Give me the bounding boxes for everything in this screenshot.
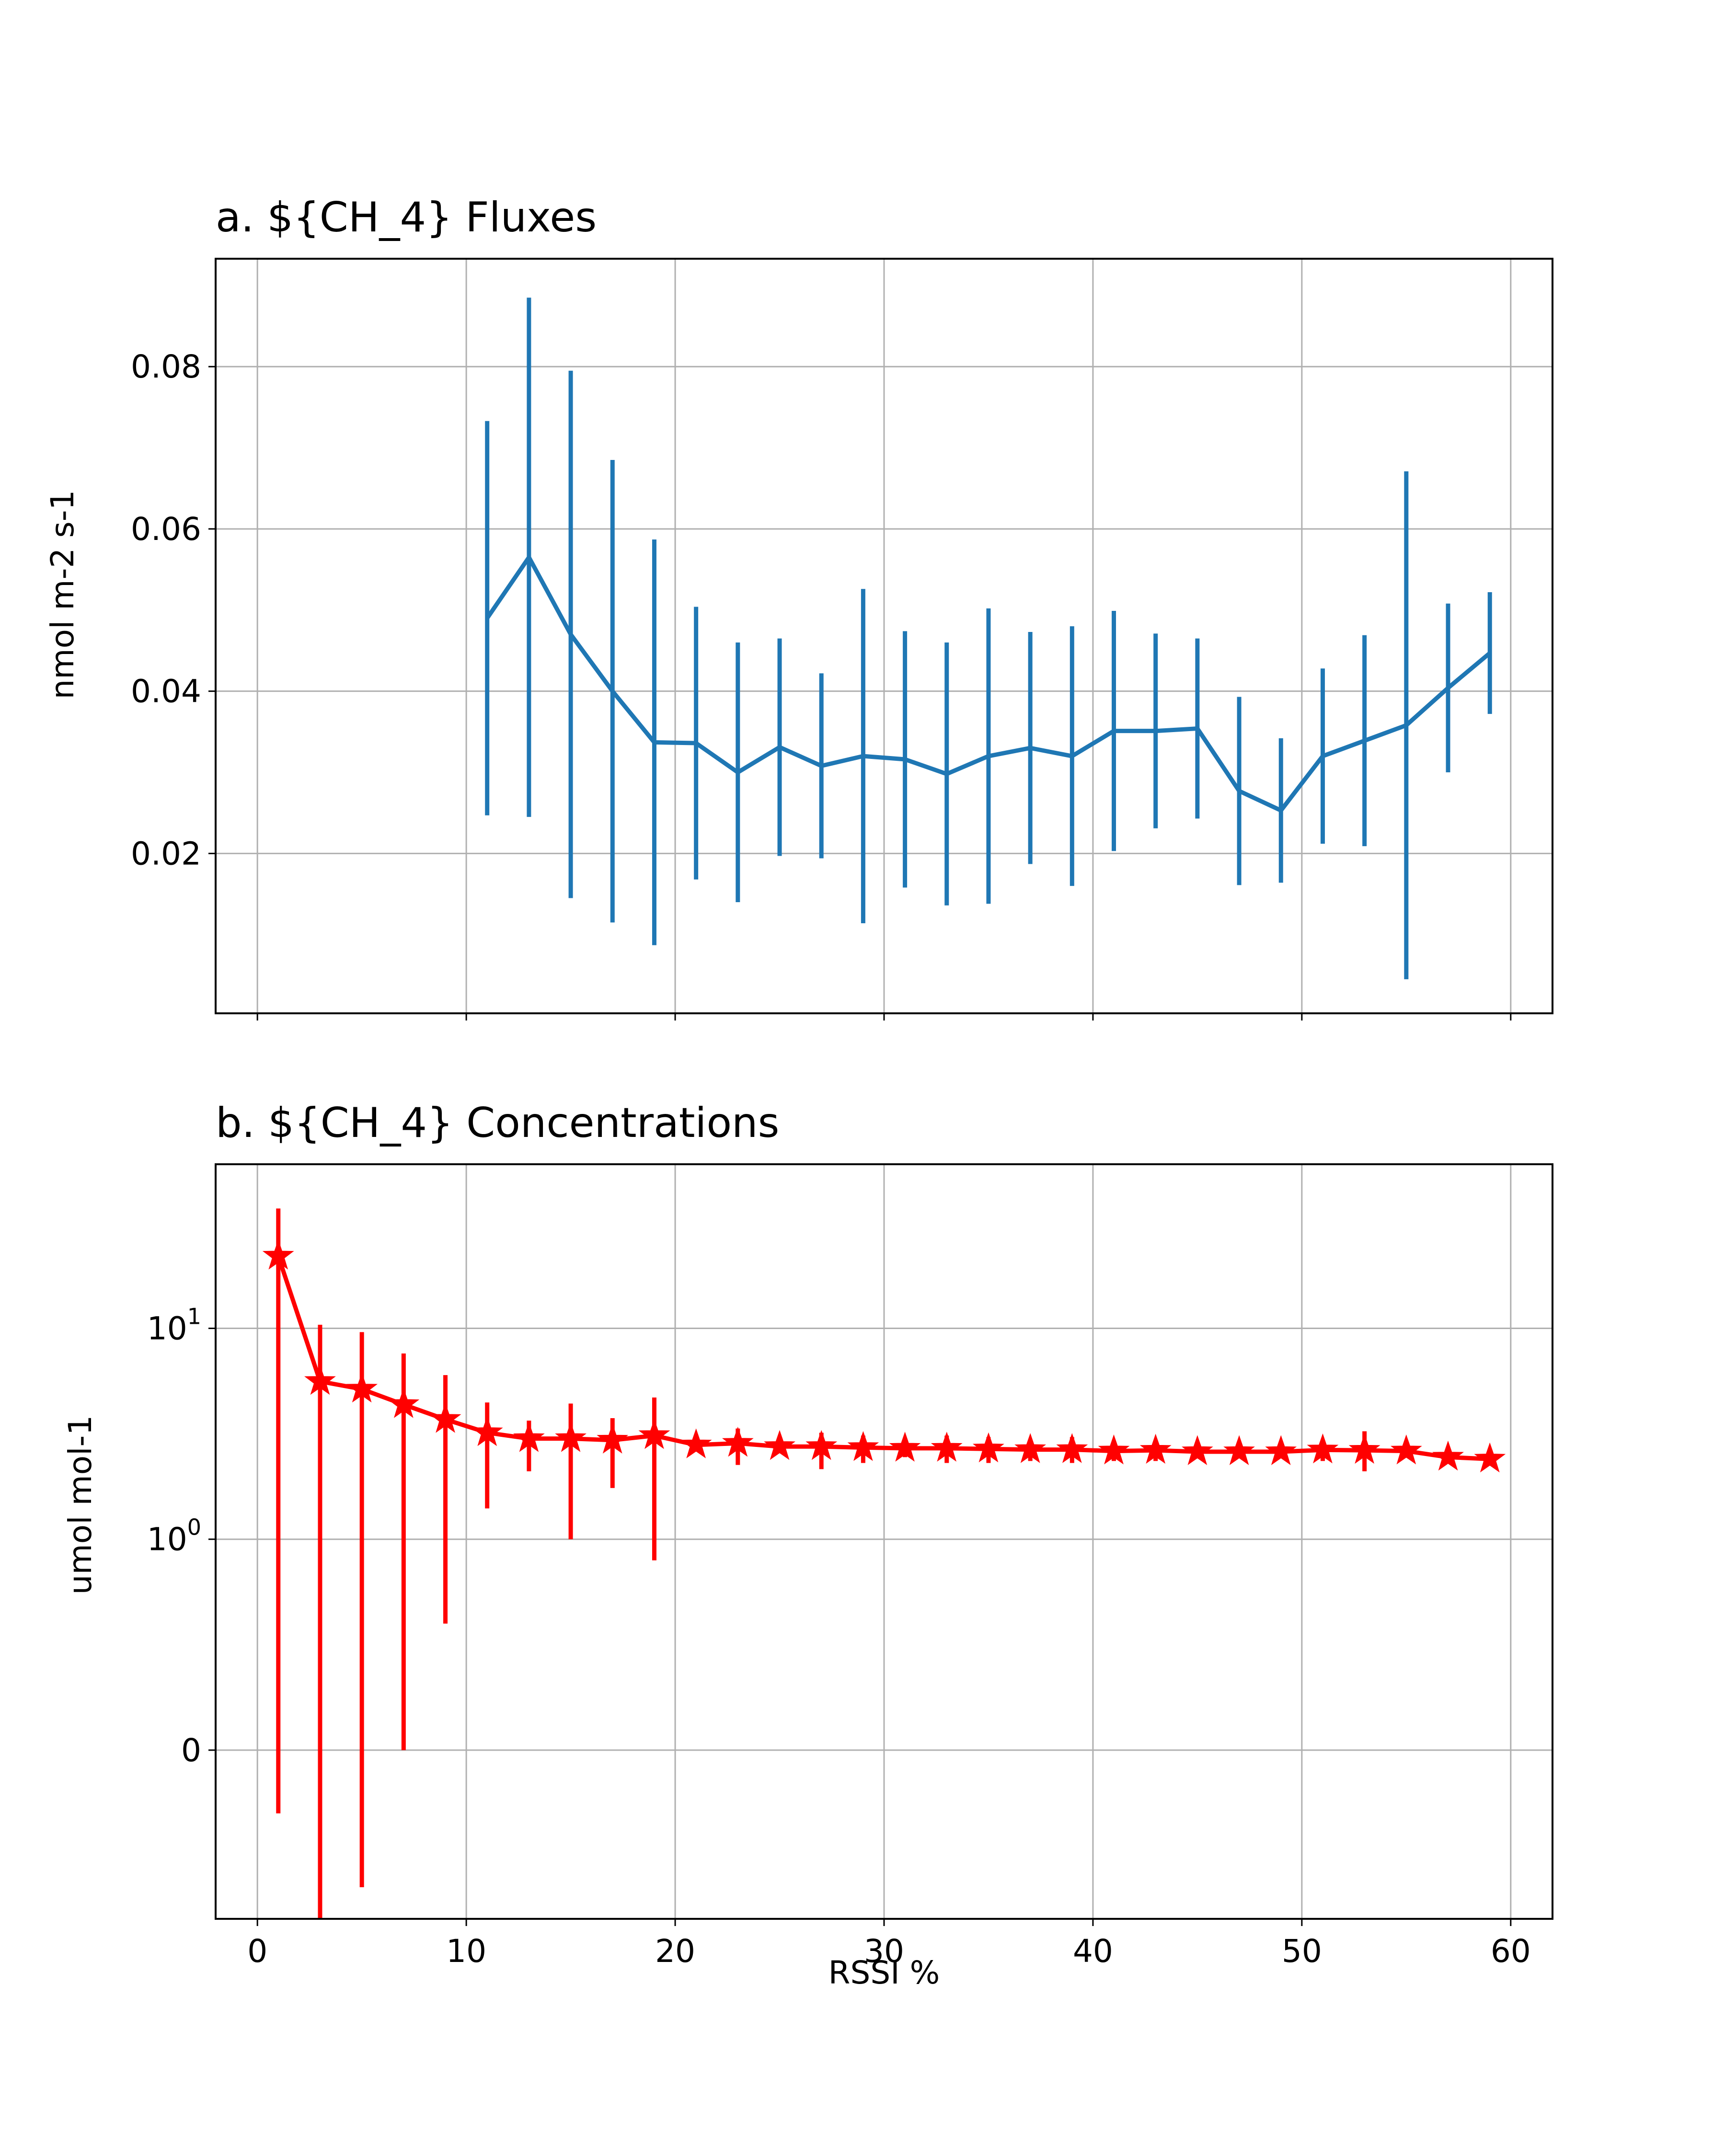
concentration-marker	[973, 1432, 1004, 1463]
concentration-marker	[1474, 1442, 1506, 1473]
flux-panel: a. ${CH_4} Fluxes nmol m-2 s-1 0.020.040…	[44, 194, 1553, 1021]
concentration-marker	[1223, 1435, 1255, 1466]
concentration-frame	[215, 1163, 1553, 1920]
flux-ytick-label: 0.06	[131, 511, 201, 548]
flux-ytick-label: 0.04	[131, 673, 201, 710]
flux-series	[485, 298, 1492, 979]
concentration-marker	[1265, 1435, 1297, 1466]
concentration-marker	[262, 1239, 294, 1270]
concentration-marker	[388, 1388, 420, 1418]
concentration-grid	[216, 1164, 1552, 1919]
concentration-marker	[1014, 1433, 1046, 1463]
concentration-marker	[1182, 1435, 1213, 1466]
concentration-xtick-label: 0	[247, 1933, 267, 1970]
concentration-marker	[1139, 1434, 1172, 1464]
concentration-marker	[471, 1416, 503, 1446]
concentration-title: b. ${CH_4} Concentrations	[216, 1099, 779, 1147]
concentration-marker	[513, 1422, 545, 1452]
concentration-marker	[346, 1372, 378, 1403]
concentration-marker	[1056, 1433, 1088, 1463]
concentration-xtick-label: 60	[1491, 1933, 1531, 1970]
concentration-xlabel: RSSI %	[828, 1954, 940, 1991]
flux-title: a. ${CH_4} Fluxes	[216, 194, 597, 241]
flux-grid	[216, 259, 1552, 1013]
concentration-marker	[429, 1403, 461, 1433]
concentration-series	[262, 1208, 1506, 1919]
concentration-marker	[1432, 1440, 1464, 1471]
concentration-marker	[764, 1430, 795, 1460]
concentration-marker	[847, 1431, 879, 1461]
flux-line	[485, 555, 1492, 813]
concentration-marker	[931, 1432, 963, 1462]
concentration-ytick-label: 101	[147, 1304, 201, 1347]
concentration-marker	[889, 1432, 921, 1462]
flux-ytick-label: 0.08	[131, 348, 201, 385]
concentration-marker	[680, 1428, 712, 1458]
flux-ytick-label: 0.02	[131, 835, 201, 872]
concentration-xtick-label: 50	[1282, 1933, 1322, 1970]
concentration-xtick-label: 10	[446, 1933, 486, 1970]
concentration-ticks: 0 10 20 30 40 50 60 0 100 101	[147, 1304, 1531, 1970]
flux-ticks: 0.02 0.04 0.06 0.08	[131, 348, 1512, 1021]
concentration-ytick-label: 100	[147, 1514, 201, 1558]
concentration-marker	[1390, 1434, 1422, 1465]
flux-frame	[215, 258, 1553, 1014]
concentration-marker	[1307, 1433, 1339, 1464]
concentration-panel: b. ${CH_4} Concentrations umol mol-1 RSS…	[62, 1099, 1553, 1991]
concentration-marker	[722, 1426, 754, 1457]
concentration-marker	[638, 1419, 670, 1449]
concentration-marker	[304, 1365, 336, 1395]
concentration-ytick-label: 0	[181, 1732, 201, 1769]
concentration-ylabel: umol mol-1	[62, 1415, 99, 1595]
concentration-xtick-label: 30	[864, 1933, 904, 1970]
concentration-marker	[1098, 1434, 1130, 1465]
concentration-marker	[597, 1423, 629, 1454]
concentration-xtick-label: 40	[1073, 1933, 1113, 1970]
concentration-marker	[555, 1422, 586, 1452]
concentration-xtick-label: 20	[655, 1933, 695, 1970]
flux-ylabel: nmol m-2 s-1	[44, 490, 81, 699]
concentration-marker	[1348, 1434, 1380, 1464]
concentration-marker	[805, 1430, 838, 1460]
